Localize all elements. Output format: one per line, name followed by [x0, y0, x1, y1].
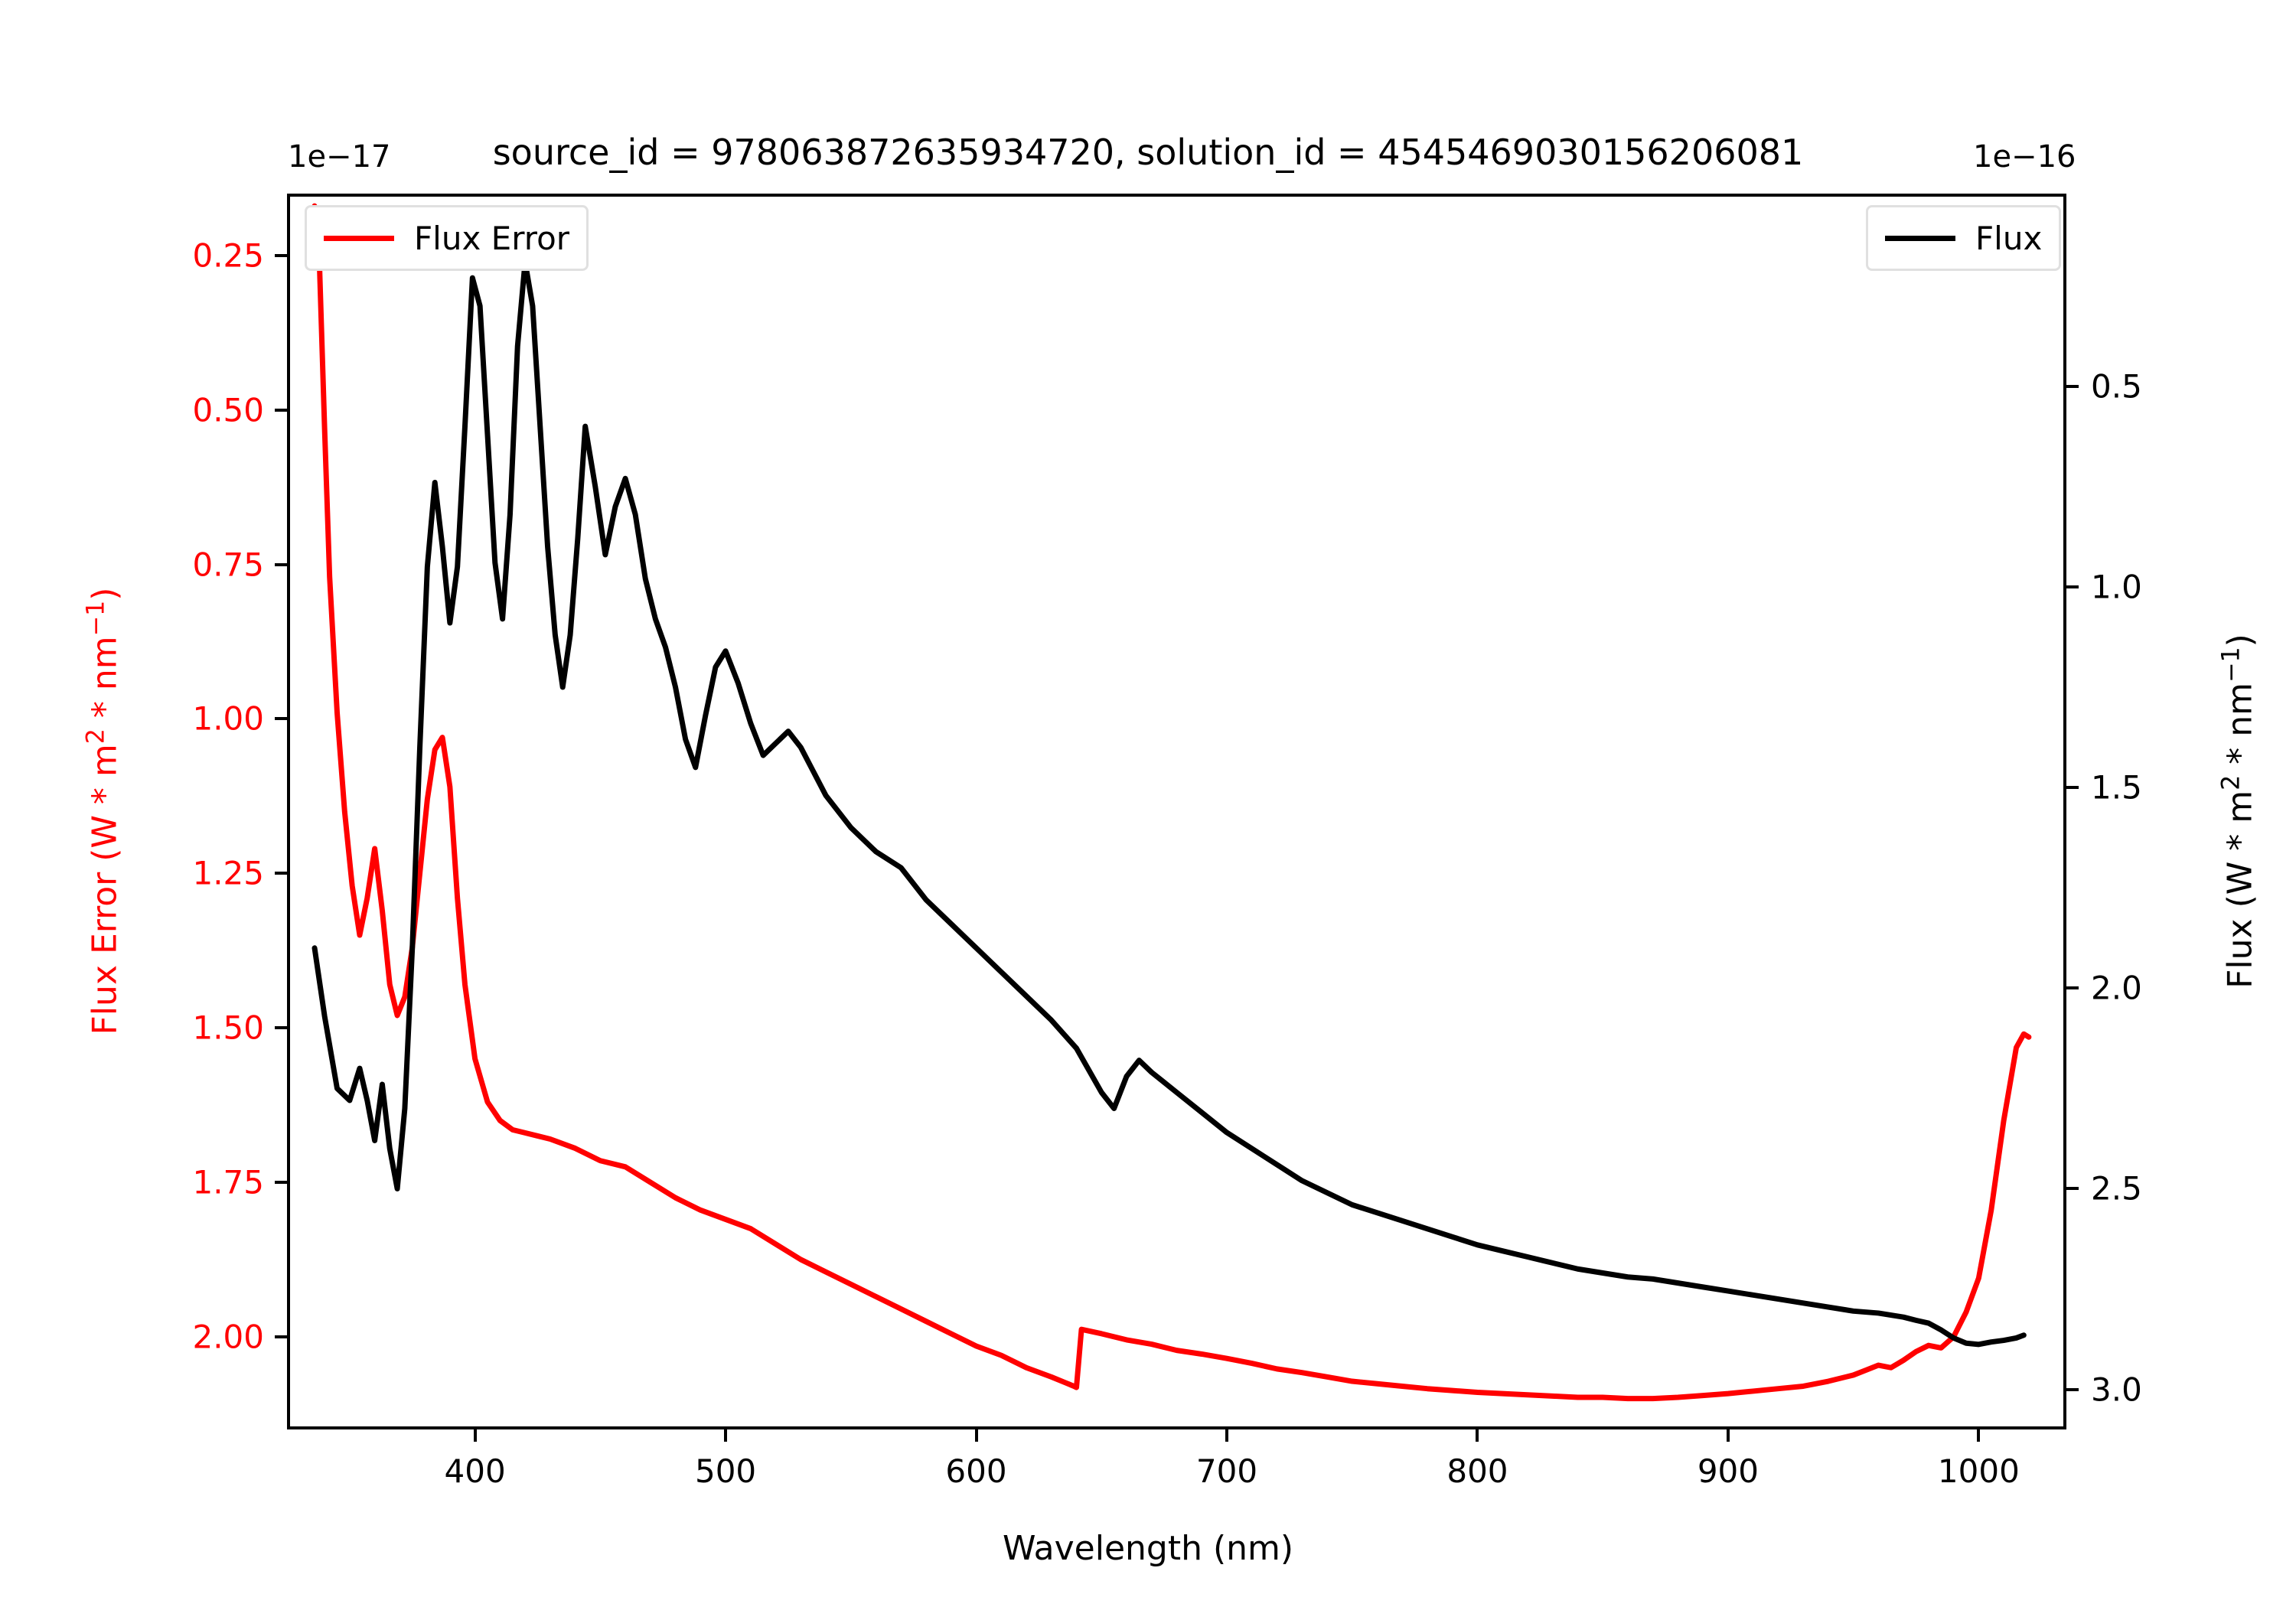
tick-mark-right-y-2: [2066, 986, 2079, 990]
right-y-tick-label-3: 1.5: [2091, 768, 2142, 807]
right-y-tick-label-1: 2.5: [2091, 1169, 2142, 1208]
right-y-axis-title-pre: Flux (W * m: [2220, 790, 2260, 989]
legend-flux-error-line-swatch: [324, 235, 394, 241]
left-y-axis-title-sup1: 2: [82, 729, 110, 745]
x-tick-label-0: 400: [444, 1452, 506, 1490]
left-y-axis-title-mid: * nm: [85, 636, 125, 729]
legend-flux[interactable]: Flux: [1866, 205, 2062, 271]
right-y-tick-label-0: 3.0: [2091, 1371, 2142, 1409]
tick-mark-right-y-4: [2066, 585, 2079, 588]
left-y-tick-label-2: 1.50: [192, 1009, 264, 1047]
x-tick-label-1: 500: [694, 1452, 757, 1490]
left-y-tick-label-7: 0.25: [192, 236, 264, 275]
x-tick-label-2: 600: [945, 1452, 1007, 1490]
tick-mark-left-y-5: [275, 562, 287, 566]
legend-flux-error[interactable]: Flux Error: [305, 205, 589, 271]
tick-mark-right-y-0: [2066, 1387, 2079, 1391]
x-axis-title: Wavelength (nm): [1002, 1529, 1294, 1568]
left-y-tick-label-1: 1.75: [192, 1163, 264, 1201]
left-y-tick-label-4: 1.00: [192, 699, 264, 738]
tick-mark-right-y-3: [2066, 786, 2079, 790]
tick-mark-x-2: [974, 1429, 978, 1442]
tick-mark-x-6: [1977, 1429, 1981, 1442]
right-axis-offset-label: 1e−16: [1973, 139, 2076, 174]
tick-mark-x-1: [724, 1429, 728, 1442]
left-y-tick-label-3: 1.25: [192, 854, 264, 892]
right-y-axis-title: Flux (W * m2 * nm−1): [2218, 634, 2260, 989]
x-tick-label-3: 700: [1195, 1452, 1258, 1490]
x-tick-label-6: 1000: [1937, 1452, 2020, 1490]
series-line-flux: [311, 259, 2027, 1348]
left-y-tick-label-0: 2.00: [192, 1318, 264, 1356]
tick-mark-left-y-3: [275, 872, 287, 875]
left-y-tick-label-6: 0.50: [192, 391, 264, 429]
tick-mark-left-y-2: [275, 1026, 287, 1030]
tick-mark-right-y-1: [2066, 1187, 2079, 1191]
tick-mark-left-y-4: [275, 717, 287, 721]
right-y-tick-label-2: 2.0: [2091, 969, 2142, 1007]
tick-mark-left-y-6: [275, 408, 287, 412]
right-y-axis-title-post: ): [2220, 634, 2260, 647]
tick-mark-left-y-0: [275, 1335, 287, 1338]
tick-mark-x-3: [1225, 1429, 1228, 1442]
series-line-flux-error: [311, 203, 2032, 1402]
left-y-axis-title-post: ): [85, 587, 125, 601]
left-y-axis-title-sup2: −1: [82, 600, 110, 637]
tick-mark-left-y-1: [275, 1181, 287, 1184]
legend-flux-line-swatch: [1885, 235, 1955, 241]
left-y-axis-title-pre: Flux Error (W * m: [85, 744, 125, 1035]
left-y-axis-title: Flux Error (W * m2 * nm−1): [83, 588, 125, 1035]
tick-mark-left-y-7: [275, 253, 287, 257]
legend-flux-error-label: Flux Error: [414, 219, 570, 257]
right-y-tick-label-4: 1.0: [2091, 568, 2142, 606]
plot-axes-frame: [287, 194, 2066, 1429]
right-y-axis-title-mid: * nm: [2220, 683, 2260, 775]
x-tick-label-5: 900: [1697, 1452, 1760, 1490]
left-axis-offset-label: 1e−17: [288, 139, 391, 174]
tick-mark-x-4: [1476, 1429, 1479, 1442]
page-title: source_id = 978063872635934720, solution…: [492, 132, 1804, 173]
right-y-tick-label-5: 0.5: [2091, 367, 2142, 406]
plot-area: [311, 203, 2032, 1402]
right-y-axis-title-sup2: −1: [2217, 647, 2245, 683]
tick-mark-x-0: [473, 1429, 477, 1442]
tick-mark-x-5: [1726, 1429, 1730, 1442]
legend-flux-label: Flux: [1975, 219, 2043, 257]
left-y-tick-label-5: 0.75: [192, 546, 264, 583]
x-tick-label-4: 800: [1446, 1452, 1508, 1490]
tick-mark-right-y-5: [2066, 384, 2079, 388]
right-y-axis-title-sup1: 2: [2217, 774, 2245, 790]
